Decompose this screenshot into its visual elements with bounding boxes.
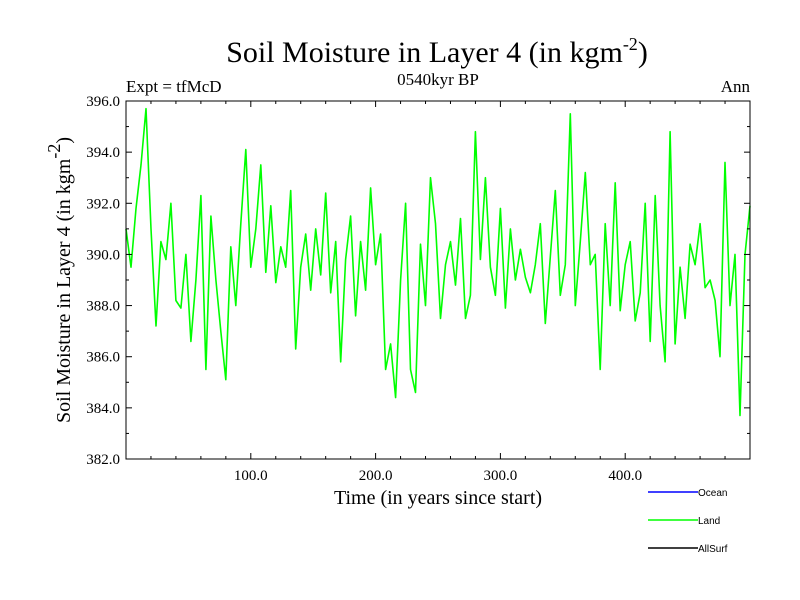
plot-area: 382.0 384.0 386.0 388.0 390.0 392.0 394.0 396.0… [86,94,751,484]
x-tick-label: 400.0 [608,468,642,484]
y-tick-label: 394.0 [86,145,120,161]
series-line-land [125,107,751,417]
y-axis-label: Soil Moisture in Layer 4 (in kgm-2) [44,137,75,423]
right-header: Ann [721,77,751,96]
left-header: Expt = tfMcD [126,77,222,96]
chart-subtitle: 0540kyr BP [397,70,479,89]
y-tick-label: 386.0 [86,350,120,366]
legend-label-ocean: Ocean [698,488,727,499]
y-tick-label: 388.0 [86,299,120,315]
legend-label-land: Land [698,516,720,527]
y-tick-label: 390.0 [86,247,120,263]
x-tick-label: 200.0 [359,468,393,484]
y-tick-label: 384.0 [86,401,120,417]
y-tick-label: 392.0 [86,196,120,212]
x-tick-label: 300.0 [484,468,518,484]
x-tick-label: 100.0 [234,468,268,484]
y-tick-label: 396.0 [86,94,120,110]
legend: Ocean Land AllSurf [648,488,728,555]
y-tick-label: 382.0 [86,452,120,468]
chart-title: Soil Moisture in Layer 4 (in kgm-2) [226,34,648,69]
legend-label-allsurf: AllSurf [698,544,728,555]
x-axis-label: Time (in years since start) [334,487,542,509]
